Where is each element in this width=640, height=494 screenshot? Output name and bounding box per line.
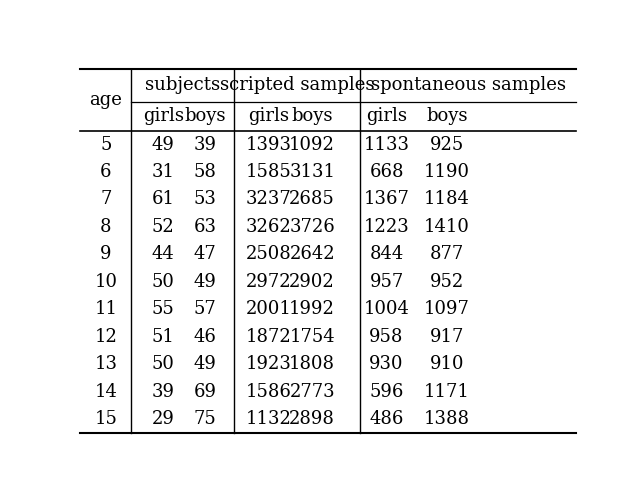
Text: 49: 49 <box>193 355 216 373</box>
Text: 3726: 3726 <box>289 218 335 236</box>
Text: 31: 31 <box>152 163 175 181</box>
Text: 596: 596 <box>369 383 404 401</box>
Text: 7: 7 <box>100 190 111 208</box>
Text: 1367: 1367 <box>364 190 410 208</box>
Text: 1754: 1754 <box>289 328 335 346</box>
Text: 1586: 1586 <box>246 383 291 401</box>
Text: 39: 39 <box>193 135 216 154</box>
Text: 3262: 3262 <box>246 218 291 236</box>
Text: 958: 958 <box>369 328 404 346</box>
Text: 58: 58 <box>193 163 216 181</box>
Text: 3131: 3131 <box>289 163 335 181</box>
Text: 844: 844 <box>369 246 404 263</box>
Text: 2685: 2685 <box>289 190 335 208</box>
Text: 47: 47 <box>194 246 216 263</box>
Text: 1190: 1190 <box>424 163 470 181</box>
Text: 63: 63 <box>193 218 216 236</box>
Text: 1388: 1388 <box>424 410 470 428</box>
Text: 44: 44 <box>152 246 175 263</box>
Text: 1097: 1097 <box>424 300 470 318</box>
Text: scripted samples: scripted samples <box>220 77 374 94</box>
Text: 46: 46 <box>193 328 216 346</box>
Text: 3237: 3237 <box>246 190 291 208</box>
Text: 10: 10 <box>94 273 117 291</box>
Text: 1184: 1184 <box>424 190 470 208</box>
Text: 12: 12 <box>94 328 117 346</box>
Text: 930: 930 <box>369 355 404 373</box>
Text: 13: 13 <box>94 355 117 373</box>
Text: 15: 15 <box>94 410 117 428</box>
Text: 486: 486 <box>369 410 404 428</box>
Text: boys: boys <box>426 107 468 125</box>
Text: boys: boys <box>184 107 226 125</box>
Text: 14: 14 <box>94 383 117 401</box>
Text: age: age <box>90 91 122 109</box>
Text: 51: 51 <box>152 328 175 346</box>
Text: 668: 668 <box>369 163 404 181</box>
Text: 1808: 1808 <box>289 355 335 373</box>
Text: 1872: 1872 <box>246 328 291 346</box>
Text: 52: 52 <box>152 218 175 236</box>
Text: 9: 9 <box>100 246 111 263</box>
Text: 61: 61 <box>152 190 175 208</box>
Text: 1004: 1004 <box>364 300 410 318</box>
Text: 2898: 2898 <box>289 410 335 428</box>
Text: boys: boys <box>291 107 333 125</box>
Text: subjects: subjects <box>145 77 220 94</box>
Text: 69: 69 <box>193 383 216 401</box>
Text: 917: 917 <box>430 328 464 346</box>
Text: 952: 952 <box>430 273 464 291</box>
Text: spontaneous samples: spontaneous samples <box>371 77 566 94</box>
Text: 1171: 1171 <box>424 383 470 401</box>
Text: 39: 39 <box>152 383 175 401</box>
Text: 2972: 2972 <box>246 273 291 291</box>
Text: girls: girls <box>366 107 407 125</box>
Text: 1992: 1992 <box>289 300 335 318</box>
Text: 877: 877 <box>430 246 464 263</box>
Text: 49: 49 <box>152 135 175 154</box>
Text: 29: 29 <box>152 410 175 428</box>
Text: 1133: 1133 <box>364 135 410 154</box>
Text: 8: 8 <box>100 218 111 236</box>
Text: 2642: 2642 <box>289 246 335 263</box>
Text: girls: girls <box>143 107 184 125</box>
Text: 55: 55 <box>152 300 175 318</box>
Text: 2773: 2773 <box>289 383 335 401</box>
Text: 1585: 1585 <box>246 163 291 181</box>
Text: 5: 5 <box>100 135 111 154</box>
Text: 75: 75 <box>194 410 216 428</box>
Text: 1923: 1923 <box>246 355 291 373</box>
Text: 57: 57 <box>194 300 216 318</box>
Text: 1410: 1410 <box>424 218 470 236</box>
Text: 910: 910 <box>430 355 464 373</box>
Text: 1223: 1223 <box>364 218 410 236</box>
Text: 1092: 1092 <box>289 135 335 154</box>
Text: 11: 11 <box>94 300 117 318</box>
Text: 2508: 2508 <box>246 246 291 263</box>
Text: 957: 957 <box>369 273 404 291</box>
Text: 50: 50 <box>152 355 175 373</box>
Text: 49: 49 <box>193 273 216 291</box>
Text: 53: 53 <box>193 190 216 208</box>
Text: 1132: 1132 <box>246 410 291 428</box>
Text: 2001: 2001 <box>246 300 291 318</box>
Text: 50: 50 <box>152 273 175 291</box>
Text: 925: 925 <box>430 135 464 154</box>
Text: 1393: 1393 <box>246 135 291 154</box>
Text: 2902: 2902 <box>289 273 335 291</box>
Text: girls: girls <box>248 107 289 125</box>
Text: 6: 6 <box>100 163 111 181</box>
